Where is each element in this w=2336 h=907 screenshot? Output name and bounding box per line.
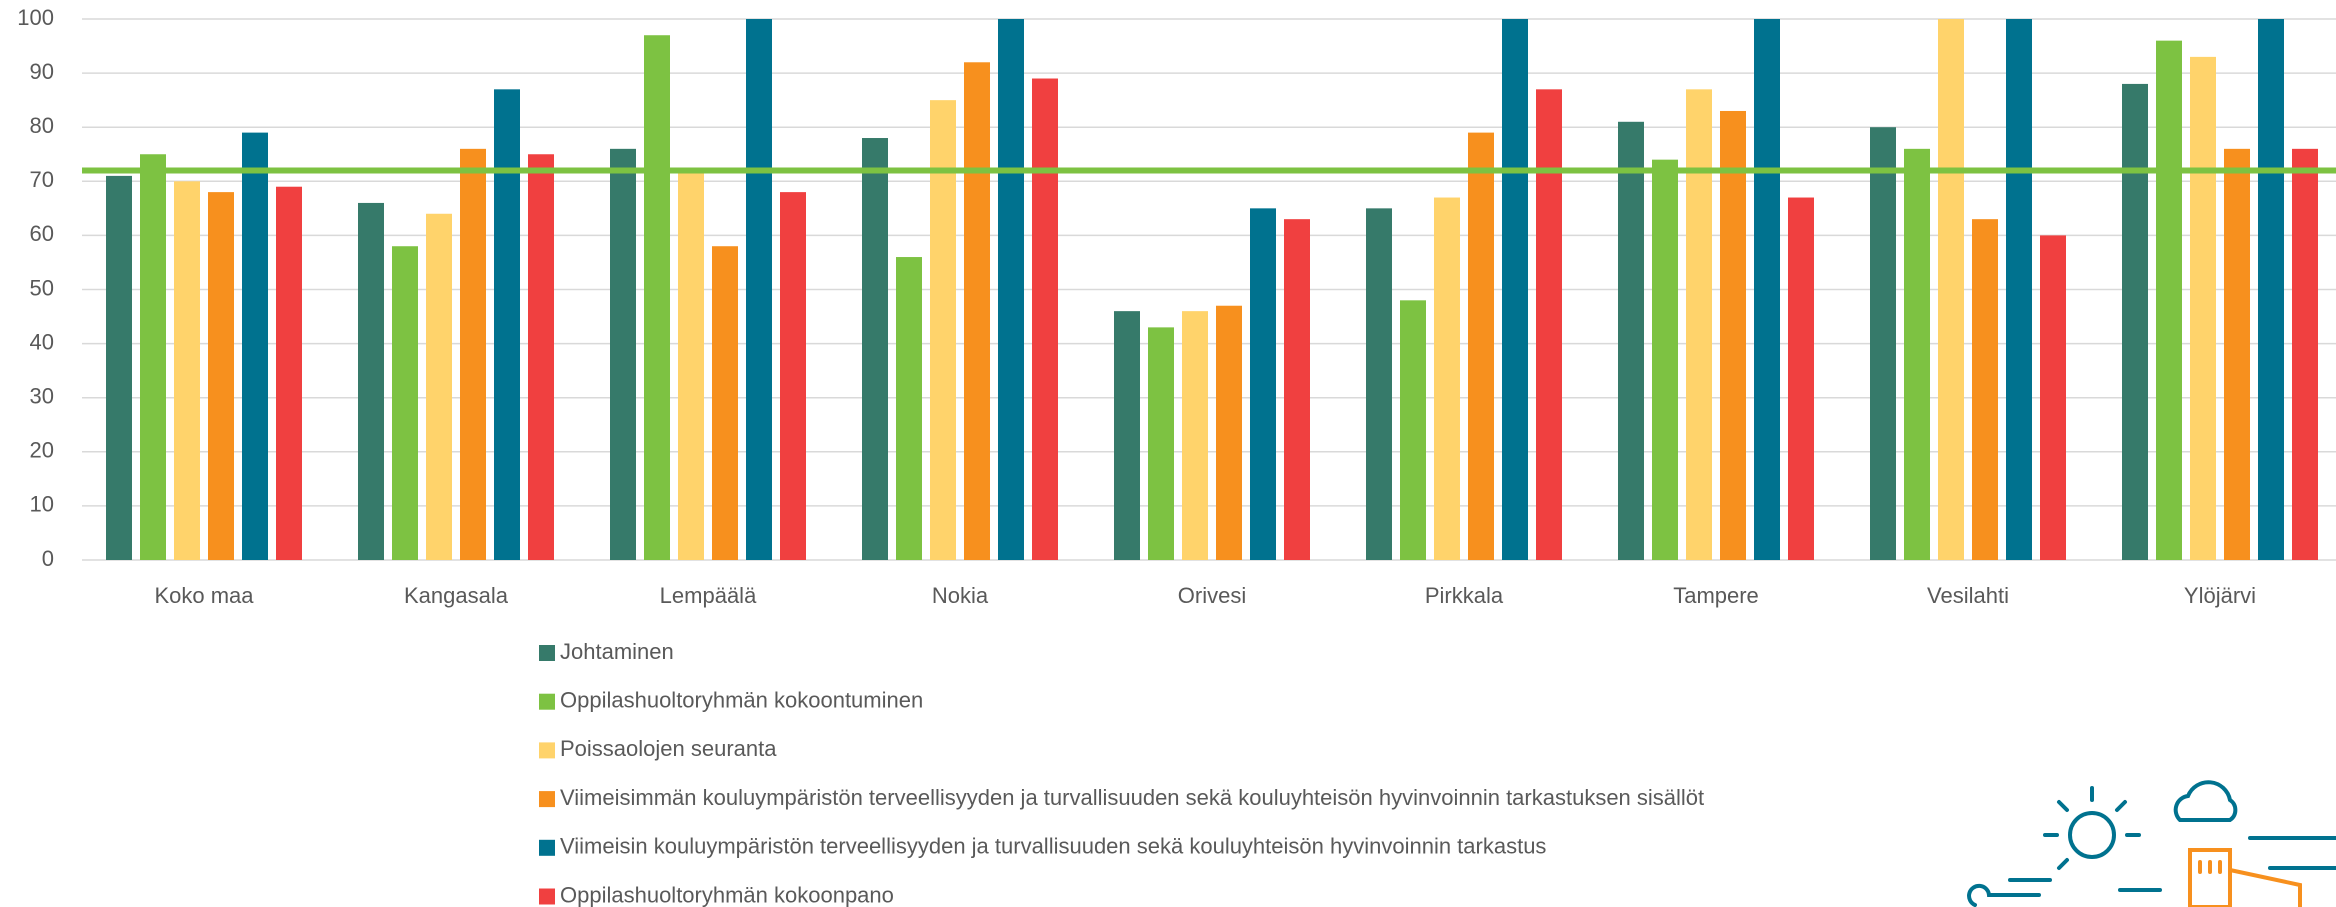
bar [2190, 56, 2216, 561]
bar [174, 181, 200, 561]
bar [1468, 132, 1494, 561]
x-tick-label: Vesilahti [1927, 583, 2009, 608]
legend-swatch [539, 791, 555, 808]
bar [896, 257, 922, 560]
bar [2156, 40, 2182, 560]
bar [1904, 148, 1930, 560]
bar [208, 192, 234, 560]
bar [276, 186, 302, 560]
bar [1652, 159, 1678, 560]
bar [1182, 311, 1208, 560]
bar [1686, 89, 1712, 560]
bar [1536, 89, 1562, 560]
bar [610, 148, 636, 560]
legend-label: Oppilashuoltoryhmän kokoontuminen [560, 688, 923, 713]
bar [2006, 19, 2032, 560]
bar [1284, 219, 1310, 561]
y-tick-label: 50 [30, 275, 54, 300]
bar [1032, 78, 1058, 560]
y-tick-label: 60 [30, 221, 54, 246]
bar [426, 213, 452, 560]
bar [746, 19, 772, 560]
bar [862, 138, 888, 560]
bar [712, 246, 738, 560]
bar [106, 175, 132, 560]
legend-swatch [539, 693, 555, 710]
bar [2122, 83, 2148, 561]
bar [242, 132, 268, 561]
bar [140, 154, 166, 560]
legend-swatch [539, 839, 555, 856]
bar [1870, 127, 1896, 560]
legend-label: Viimeisin kouluympäristön terveellisyyde… [560, 834, 1546, 859]
bar [2292, 148, 2318, 560]
bar [964, 62, 990, 560]
bar [644, 35, 670, 561]
y-tick-label: 80 [30, 113, 54, 138]
bar [1788, 197, 1814, 560]
legend-label: Viimeisimmän kouluympäristön terveellisy… [560, 785, 1704, 810]
bar [1400, 300, 1426, 560]
x-tick-label: Pirkkala [1425, 583, 1504, 608]
bar [1434, 197, 1460, 560]
bar [2224, 148, 2250, 560]
bar [998, 19, 1024, 560]
bar [930, 100, 956, 561]
bar [494, 89, 520, 560]
y-tick-label: 70 [30, 167, 54, 192]
bar [1502, 19, 1528, 560]
bar [678, 170, 704, 561]
x-tick-label: Ylöjärvi [2184, 583, 2256, 608]
bar [1618, 121, 1644, 560]
bar [1250, 208, 1276, 560]
y-tick-label: 10 [30, 492, 54, 517]
bar [1938, 19, 1964, 560]
bar [358, 202, 384, 560]
bar [1216, 305, 1242, 560]
bar [1366, 208, 1392, 560]
legend-swatch [539, 888, 555, 905]
bar [2040, 235, 2066, 560]
bar [392, 246, 418, 560]
x-tick-label: Nokia [932, 583, 989, 608]
y-tick-label: 100 [17, 5, 54, 30]
bar [2258, 19, 2284, 560]
y-tick-label: 40 [30, 329, 54, 354]
legend-label: Johtaminen [560, 639, 674, 664]
x-tick-label: Kangasala [404, 583, 509, 608]
bar [1720, 110, 1746, 560]
y-tick-label: 30 [30, 384, 54, 409]
legend-label: Oppilashuoltoryhmän kokoonpano [560, 882, 894, 907]
bar [780, 192, 806, 560]
bar [1972, 219, 1998, 561]
decorative-icon [1967, 780, 2336, 907]
bar [460, 148, 486, 560]
y-tick-label: 20 [30, 438, 54, 463]
x-tick-label: Lempäälä [660, 583, 757, 608]
x-tick-label: Koko maa [154, 583, 254, 608]
bar [528, 154, 554, 560]
x-tick-label: Orivesi [1178, 583, 1246, 608]
bar [1754, 19, 1780, 560]
bar [1114, 311, 1140, 560]
y-tick-label: 0 [42, 546, 54, 571]
legend-label: Poissaolojen seuranta [560, 736, 777, 761]
legend-swatch [539, 742, 555, 759]
legend-swatch [539, 645, 555, 661]
x-tick-label: Tampere [1673, 583, 1759, 608]
y-tick-label: 90 [30, 59, 54, 84]
bar [1148, 327, 1174, 560]
